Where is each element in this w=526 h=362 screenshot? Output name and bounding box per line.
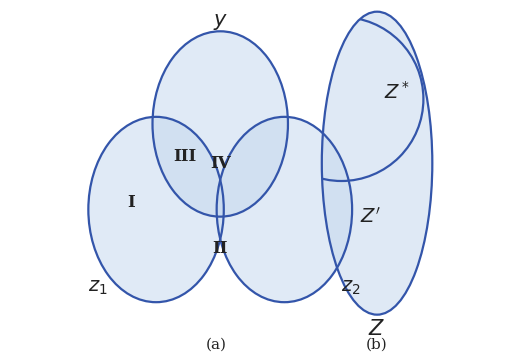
Text: IV: IV xyxy=(210,155,230,172)
Text: I: I xyxy=(127,194,135,211)
Text: $z_2$: $z_2$ xyxy=(341,279,361,297)
Text: $Z^*$: $Z^*$ xyxy=(383,81,410,103)
Text: (b): (b) xyxy=(366,338,388,352)
Text: II: II xyxy=(213,240,228,257)
Text: (a): (a) xyxy=(206,338,227,352)
Ellipse shape xyxy=(217,117,352,302)
Text: $y$: $y$ xyxy=(213,12,228,32)
Ellipse shape xyxy=(153,31,288,216)
Ellipse shape xyxy=(88,117,224,302)
Text: $Z$: $Z$ xyxy=(369,319,386,339)
Ellipse shape xyxy=(322,12,432,315)
Text: III: III xyxy=(173,148,196,165)
Text: $z_1$: $z_1$ xyxy=(88,279,108,297)
Text: $Z'$: $Z'$ xyxy=(360,207,380,227)
